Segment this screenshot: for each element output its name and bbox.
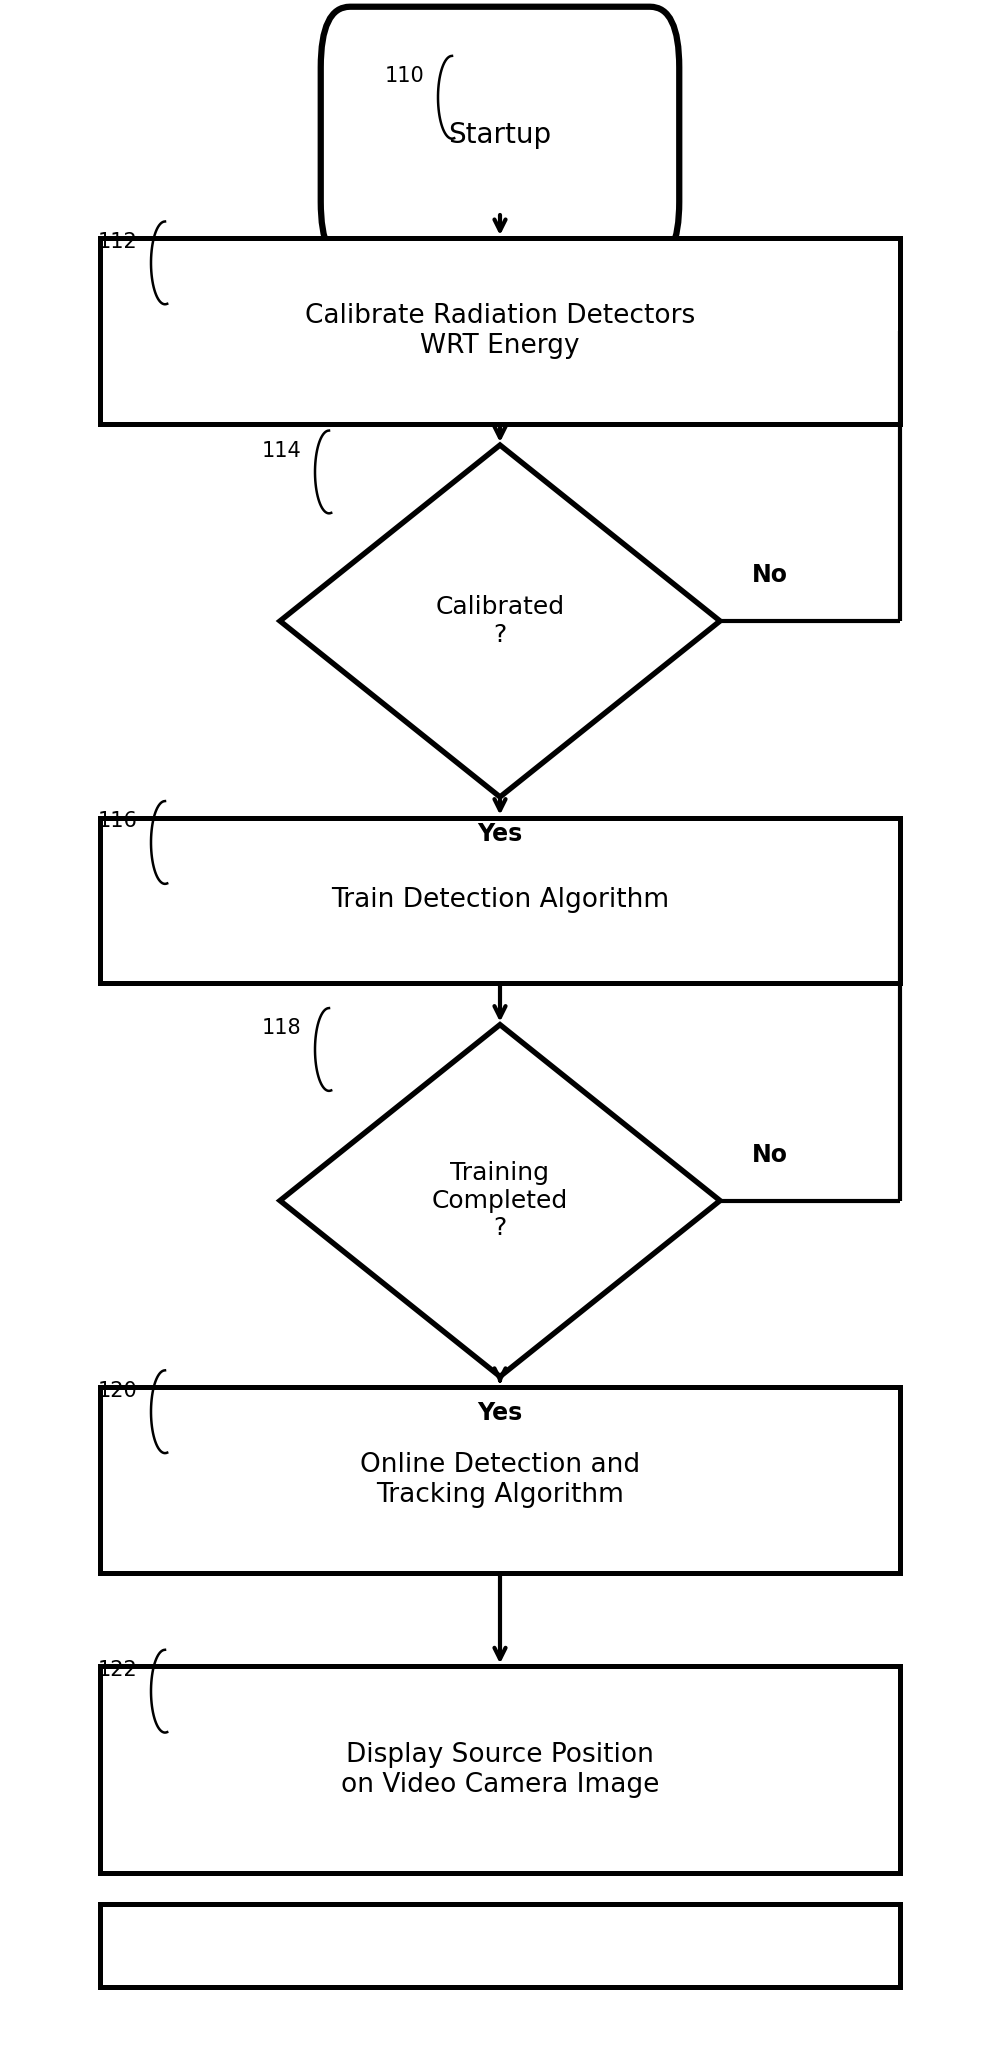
Text: 122: 122 — [98, 1660, 138, 1681]
Text: Yes: Yes — [477, 1401, 523, 1426]
Text: Calibrated
?: Calibrated ? — [435, 594, 565, 648]
Text: No: No — [752, 1143, 788, 1167]
Bar — [100, 818, 900, 983]
Polygon shape — [280, 445, 720, 797]
FancyBboxPatch shape — [321, 6, 679, 263]
Bar — [100, 238, 900, 424]
Text: 120: 120 — [98, 1381, 138, 1401]
Text: Calibrate Radiation Detectors
WRT Energy: Calibrate Radiation Detectors WRT Energy — [305, 302, 695, 360]
Text: 110: 110 — [385, 66, 425, 87]
Polygon shape — [280, 1025, 720, 1377]
Text: 112: 112 — [98, 232, 138, 253]
Bar — [100, 1387, 900, 1573]
Text: No: No — [752, 563, 788, 588]
Text: 114: 114 — [262, 441, 302, 462]
Text: Online Detection and
Tracking Algorithm: Online Detection and Tracking Algorithm — [360, 1451, 640, 1509]
Text: Train Detection Algorithm: Train Detection Algorithm — [331, 888, 669, 913]
Text: Training
Completed
?: Training Completed ? — [432, 1161, 568, 1240]
Bar — [100, 1666, 900, 1873]
Text: Display Source Position
on Video Camera Image: Display Source Position on Video Camera … — [341, 1741, 659, 1799]
Bar — [100, 1904, 900, 1987]
Text: Yes: Yes — [477, 822, 523, 847]
Text: 118: 118 — [262, 1018, 302, 1039]
Text: 116: 116 — [98, 811, 138, 832]
Text: Startup: Startup — [448, 120, 552, 149]
